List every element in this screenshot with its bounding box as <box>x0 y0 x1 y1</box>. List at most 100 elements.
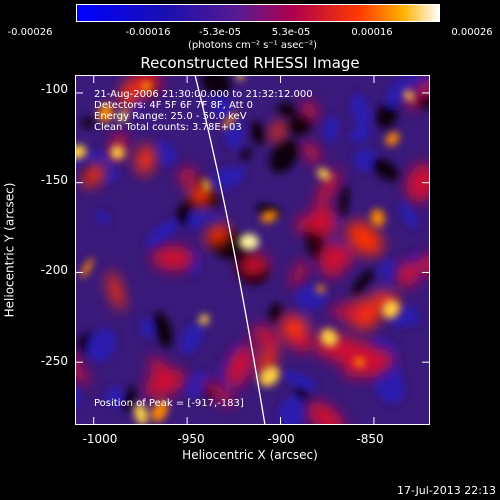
heatmap-dark-blob <box>402 314 420 326</box>
y-tick-label: -100 <box>40 82 68 96</box>
heatmap-hot-blob <box>281 316 308 339</box>
colorbar-units: (photons cm⁻² s⁻¹ asec⁻²) <box>188 40 318 51</box>
heatmap-hot-blob <box>270 120 286 143</box>
colorbar-labels: -0.00026 -0.00016 -5.3e-05 5.3e-05 0.000… <box>0 0 500 51</box>
info-detectors: Detectors: 4F 5F 6F 7F 8F, Att 0 <box>94 100 254 111</box>
heatmap-dark-blob <box>399 199 418 229</box>
y-tick-label: -250 <box>40 354 68 368</box>
x-tick-label: -900 <box>267 432 295 446</box>
heatmap-dark-blob <box>153 311 173 348</box>
heatmap-bright-blob <box>317 168 331 181</box>
heatmap-dark-blob <box>348 127 372 143</box>
heatmap-bright-blob <box>370 209 385 227</box>
heatmap-dark-blob <box>371 158 399 181</box>
heatmap-hot-blob <box>396 261 420 287</box>
heatmap-hot-blob <box>144 369 186 398</box>
colorbar-tick-label: -5.3e-05 <box>199 27 241 38</box>
heatmap-hot-blob <box>119 78 141 109</box>
heatmap-hot-blob <box>302 141 321 164</box>
heatmap-dark-blob <box>287 115 312 136</box>
info-counts: Clean Total counts: 3.78E+03 <box>94 122 242 133</box>
heatmap-bright-blob <box>404 90 414 102</box>
heatmap-dark-blob <box>282 370 317 390</box>
colorbar-gradient <box>77 5 439 21</box>
heatmap-svg <box>75 75 430 425</box>
x-tick-label: -850 <box>356 432 384 446</box>
heatmap-bright-blob <box>354 357 365 367</box>
heatmap-dark-blob <box>140 318 154 338</box>
heatmap-dark-blob <box>180 322 203 354</box>
heatmap-dark-blob <box>278 396 307 425</box>
heatmap-bright-blob <box>134 403 148 425</box>
heatmap-bright-blob <box>75 144 87 159</box>
x-axis-label: Heliocentric X (arcsec) <box>182 448 318 462</box>
heatmap-hot-blob <box>346 221 383 256</box>
heatmap-hot-blob <box>290 260 308 288</box>
footer-date: 17-Jul-2013 22:13 <box>396 484 496 497</box>
solar-limb-line <box>194 75 266 425</box>
heatmap-dark-blob <box>106 385 123 408</box>
heatmap-hot-blob <box>301 100 318 121</box>
heatmap-hot-blob <box>151 246 195 271</box>
x-tick-label: -950 <box>177 432 205 446</box>
heatmap-hot-blob <box>371 348 393 371</box>
heatmap-dark-blob <box>250 121 265 145</box>
heatmap-dark-blob <box>95 211 110 224</box>
heatmap-hot-blob <box>315 169 340 208</box>
heatmap-dark-blob <box>353 148 377 171</box>
heatmap-dark-blob <box>122 386 136 412</box>
heatmap-hot-blob <box>307 401 344 425</box>
y-tick-label: -150 <box>40 173 68 187</box>
info-peak-position: Position of Peak = [-917,-183] <box>94 398 244 409</box>
heatmap-bright-blob <box>382 300 400 319</box>
heatmap-bright-blob <box>141 80 153 93</box>
heatmap-bright-blob <box>198 314 210 325</box>
x-tick-label: -1000 <box>82 432 118 446</box>
heatmap-hot-blob <box>178 167 197 186</box>
y-axis-label-wrap: Heliocentric Y (arcsec) <box>2 0 24 500</box>
heatmap-bright-blob <box>98 103 113 123</box>
heatmap-hot-blob <box>200 379 235 406</box>
colorbar-tick-label: 5.3e-05 <box>271 27 311 38</box>
heatmap-dark-blob <box>322 115 339 143</box>
y-tick-label: -200 <box>40 263 68 277</box>
info-time-range: 21-Aug-2006 21:30:00.000 to 21:32:12.000 <box>94 89 313 100</box>
heatmap-dark-blob <box>182 370 212 398</box>
plot-title: Reconstructed RHESSI Image <box>140 54 360 72</box>
info-energy-range: Energy Range: 25.0 - 50.0 keV <box>94 111 247 122</box>
heatmap-bright-blob <box>151 400 169 422</box>
heatmap-hot-blob <box>307 206 338 238</box>
heatmap-bright-blob <box>222 112 237 129</box>
heatmap-hot-blob <box>418 79 430 97</box>
heatmap-dark-blob <box>269 139 299 173</box>
heatmap-peak-blob <box>238 233 259 250</box>
heatmap-bright-blob <box>118 109 128 123</box>
heatmap-dark-blob <box>209 214 223 228</box>
heatmap-dark-blob <box>379 259 401 282</box>
heatmap-dark-blob <box>87 329 117 362</box>
heatmap-dark-blob <box>277 103 298 118</box>
heatmap-hot-blob <box>418 254 430 275</box>
colorbar-tick-label: -0.00026 <box>7 27 53 38</box>
heatmap-hot-blob <box>252 324 280 351</box>
heatmap-hot-blob <box>258 347 277 376</box>
plot-image <box>75 75 430 425</box>
y-axis-label: Heliocentric Y (arcsec) <box>2 182 17 318</box>
heatmap-hot-blob <box>330 304 367 319</box>
heatmap-bright-blob <box>80 258 94 279</box>
heatmap-dark-blob <box>151 140 177 166</box>
heatmap-bright-blob <box>202 178 210 193</box>
colorbar-tick-label: 0.00016 <box>351 27 393 38</box>
heatmap-bright-blob <box>385 131 400 146</box>
heatmap-hot-blob <box>135 144 155 175</box>
heatmap-hot-blob <box>82 163 105 187</box>
heatmap-dark-blob <box>210 95 234 119</box>
heatmap-dark-blob <box>416 94 430 109</box>
heatmap-bright-blob <box>110 145 125 160</box>
heatmap-bright-blob <box>320 328 338 347</box>
heatmap-dark-blob <box>375 102 398 129</box>
heatmap-dark-blob <box>240 147 251 161</box>
colorbar <box>76 4 440 22</box>
heatmap-hot-blob <box>239 253 269 277</box>
heatmap-dark-blob <box>145 220 178 250</box>
